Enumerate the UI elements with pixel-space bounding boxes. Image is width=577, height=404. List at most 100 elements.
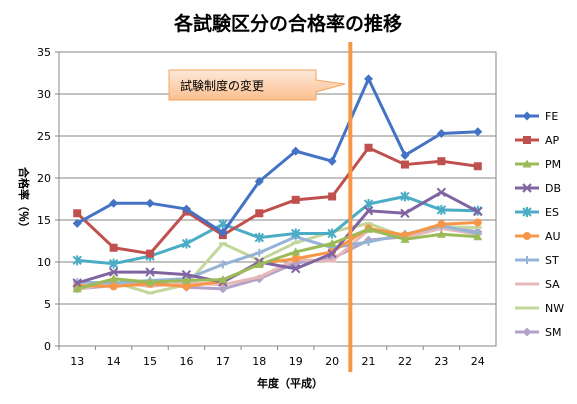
x-tick-label: 20 [325, 355, 339, 368]
data-point-fe [218, 228, 228, 238]
x-axis-label: 年度（平成） [257, 376, 323, 390]
data-point-ap [437, 157, 446, 166]
y-tick-label: 15 [37, 214, 51, 227]
data-point-pm [145, 277, 155, 286]
data-point-ap [364, 143, 373, 152]
data-point-ap [146, 249, 155, 258]
legend-label: AP [545, 134, 560, 147]
legend-item-pm: PM [515, 158, 561, 171]
data-point-pm [218, 275, 228, 284]
data-point-st [523, 256, 531, 264]
data-point-pm [436, 229, 446, 238]
legend-item-nw: NW [515, 302, 564, 315]
data-point-fe [436, 128, 446, 138]
data-point-db [327, 248, 337, 259]
series-line-fe [76, 77, 478, 235]
x-tick-label: 17 [216, 355, 230, 368]
x-tick-label: 21 [362, 355, 376, 368]
data-point-pm [291, 247, 301, 256]
y-tick-label: 10 [37, 256, 51, 269]
annotation-text: 試験制度の変更 [180, 78, 264, 93]
legend-label: SA [545, 278, 560, 291]
data-point-ap [109, 243, 118, 252]
series-pm [72, 224, 483, 293]
data-point-db [363, 206, 374, 216]
data-point-sm [522, 327, 532, 337]
data-point-db [145, 267, 155, 277]
series-fe [72, 74, 483, 238]
legend: FE AP PM DB ES AU ST SA NW SM [515, 110, 564, 339]
data-point-ap [291, 195, 300, 204]
data-point-db [108, 267, 119, 277]
legend-label: AU [545, 230, 561, 243]
data-point-ap [328, 192, 337, 201]
legend-item-db: DB [515, 182, 561, 195]
legend-item-sm: SM [515, 326, 561, 339]
data-point-au [523, 232, 531, 240]
y-axis-label: 合格率（％） [17, 167, 31, 233]
data-point-au [473, 218, 482, 227]
chart-title: 各試験区分の合格率の推移 [173, 12, 402, 35]
data-point-pm [364, 224, 374, 233]
data-point-es [254, 232, 264, 243]
legend-label: ES [545, 206, 559, 219]
data-point-au [291, 254, 300, 263]
y-tick-label: 35 [37, 46, 51, 59]
data-point-db [436, 187, 447, 197]
y-axis-tick-labels: 0 5 10 15 20 25 30 35 [37, 46, 59, 353]
series-line-db [76, 190, 479, 285]
data-point-es [72, 255, 82, 266]
data-point-pm [400, 234, 410, 243]
x-tick-label: 16 [179, 355, 193, 368]
data-point-pm [473, 232, 483, 241]
data-point-db [473, 206, 483, 217]
x-tick-label: 15 [143, 355, 157, 368]
data-point-db [400, 208, 410, 218]
x-tick-label: 18 [252, 355, 266, 368]
y-tick-label: 30 [37, 88, 51, 101]
data-point-pm [109, 274, 119, 283]
x-tick-label: 19 [289, 355, 303, 368]
legend-item-fe: FE [515, 110, 558, 123]
data-point-db [72, 278, 82, 288]
series-lines [72, 74, 483, 295]
data-point-pm [181, 275, 191, 284]
data-point-ap [473, 162, 482, 171]
legend-item-es: ES [515, 206, 559, 219]
data-point-es [522, 207, 532, 217]
series-line-au [77, 221, 478, 288]
data-point-db [522, 183, 532, 193]
legend-label: PM [545, 158, 561, 171]
data-point-fe [364, 74, 374, 84]
series-es [72, 191, 483, 269]
data-point-sm [218, 284, 228, 294]
data-point-es [436, 204, 447, 215]
x-tick-label: 14 [107, 355, 121, 368]
data-point-pm [254, 260, 264, 269]
data-point-st [255, 248, 264, 257]
data-point-es [327, 228, 337, 239]
series-line-es [77, 194, 478, 266]
data-point-fe [145, 198, 155, 208]
annotation-callout-box [168, 69, 346, 101]
x-axis-tick-labels: 13 14 15 16 17 18 19 20 21 22 23 24 [58, 346, 485, 368]
legend-label: NW [545, 302, 564, 315]
legend-label: DB [545, 182, 561, 195]
legend-item-au: AU [515, 230, 561, 243]
data-point-pm [327, 239, 337, 248]
x-tick-label: 13 [70, 355, 84, 368]
x-tick-label: 24 [471, 355, 485, 368]
data-point-fe [522, 111, 532, 121]
data-point-fe [254, 176, 264, 186]
data-point-fe [400, 150, 410, 160]
data-point-pm [522, 159, 532, 168]
data-point-ap [523, 136, 531, 144]
legend-label: ST [545, 254, 559, 267]
annotation-callout: 試験制度の変更 [168, 69, 346, 101]
data-point-es [108, 258, 119, 269]
data-point-es [291, 228, 301, 239]
data-point-ap [73, 209, 82, 218]
data-point-fe [181, 204, 191, 214]
data-point-st [364, 237, 373, 246]
